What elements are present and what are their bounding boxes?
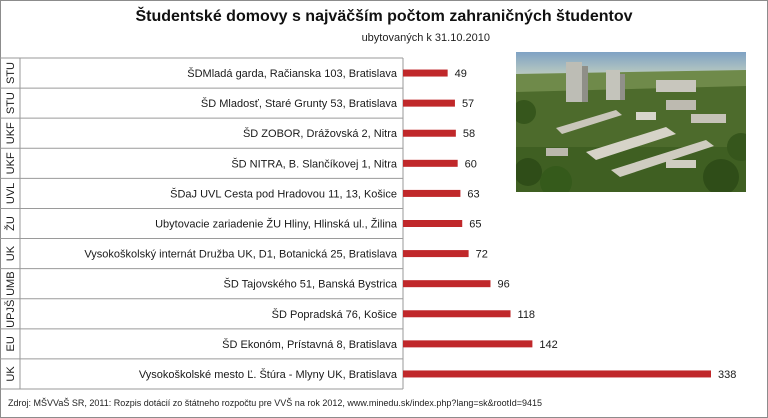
source-note: Zdroj: MŠVVaŠ SR, 2011: Rozpis dotácií z… bbox=[8, 398, 542, 408]
bar bbox=[403, 159, 458, 167]
group-label: ŽU bbox=[4, 216, 17, 231]
category-label: Ubytovacie zariadenie ŽU Hliny, Hlinská … bbox=[155, 218, 398, 231]
group-label: UMB bbox=[5, 271, 17, 295]
value-label: 142 bbox=[539, 339, 557, 351]
group-label: STU bbox=[5, 62, 17, 84]
group-label: UK bbox=[5, 366, 17, 382]
category-label: ŠD Mladosť, Staré Grunty 53, Bratislava bbox=[201, 97, 398, 110]
category-label: Vysokoškolské mesto Ľ. Štúra - Mlyny UK,… bbox=[139, 368, 398, 381]
category-label: ŠDaJ UVL Cesta pod Hradovou 11, 13, Koši… bbox=[170, 187, 397, 200]
bar bbox=[403, 189, 461, 197]
bar bbox=[403, 280, 491, 288]
bar bbox=[403, 129, 456, 137]
campus-aerial-photo bbox=[516, 52, 746, 192]
value-label: 60 bbox=[465, 158, 477, 170]
category-label: ŠD ZOBOR, Drážovská 2, Nitra bbox=[243, 127, 398, 140]
group-label: STU bbox=[5, 92, 17, 114]
group-label: UK bbox=[5, 245, 17, 261]
value-label: 65 bbox=[469, 219, 481, 231]
value-label: 57 bbox=[462, 98, 474, 110]
value-label: 58 bbox=[463, 128, 475, 140]
bar bbox=[403, 310, 511, 318]
group-label: UKF bbox=[5, 152, 17, 174]
bar bbox=[403, 250, 469, 258]
category-label: ŠD Ekonóm, Prístavná 8, Bratislava bbox=[222, 338, 398, 351]
group-label: UVL bbox=[5, 183, 17, 204]
value-label: 96 bbox=[497, 279, 509, 291]
category-label: Vysokoškolský internát Družba UK, D1, Bo… bbox=[84, 249, 398, 261]
group-label: EU bbox=[5, 336, 17, 351]
value-label: 49 bbox=[455, 68, 467, 80]
bar bbox=[403, 220, 463, 227]
value-label: 118 bbox=[518, 309, 536, 321]
chart-subtitle: ubytovaných k 31.10.2010 bbox=[361, 32, 490, 44]
bar bbox=[403, 69, 448, 77]
bar bbox=[403, 99, 455, 107]
bar bbox=[403, 370, 711, 378]
category-label: ŠD Popradská 76, Košice bbox=[272, 308, 397, 321]
bar bbox=[403, 340, 533, 348]
category-label: ŠDMladá garda, Račianska 103, Bratislava bbox=[187, 67, 398, 80]
group-label: UKF bbox=[5, 122, 17, 144]
group-label: UPJŠ bbox=[4, 300, 17, 328]
value-label: 63 bbox=[467, 188, 479, 200]
chart-title: Študentské domovy s najväčším počtom zah… bbox=[135, 8, 633, 25]
category-label: ŠD NITRA, B. Slančíkovej 1, Nitra bbox=[231, 157, 398, 170]
value-label: 72 bbox=[476, 249, 488, 261]
category-label: ŠD Tajovského 51, Banská Bystrica bbox=[224, 278, 398, 291]
value-label: 338 bbox=[718, 369, 736, 381]
